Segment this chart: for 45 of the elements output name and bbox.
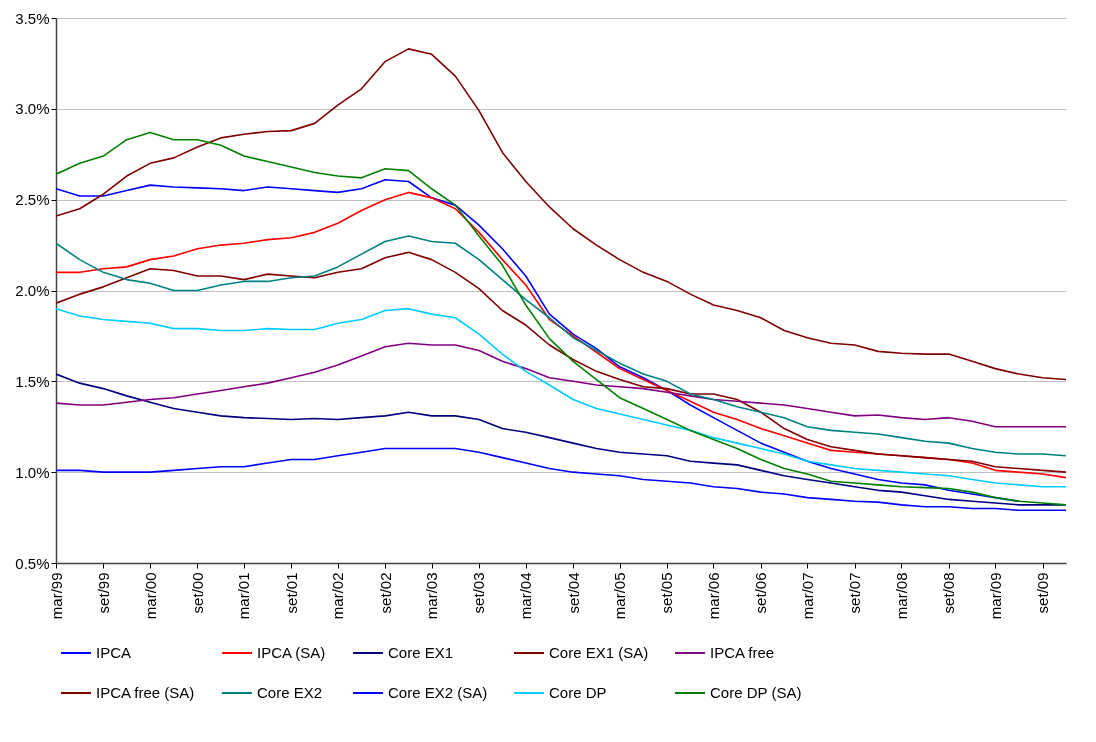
x-tick-label: mar/03 [423, 572, 441, 620]
legend-label: Core EX1 (SA) [549, 644, 649, 661]
x-tick-label: set/07 [846, 572, 864, 614]
line-series [56, 447, 1066, 512]
x-tick-label: set/09 [1034, 572, 1052, 614]
y-tick-label: 0.5% [15, 554, 50, 572]
x-tick-label: set/03 [470, 572, 488, 614]
legend-label: IPCA [96, 644, 132, 661]
y-tick-label: 2.5% [15, 191, 50, 209]
x-tick-label: mar/06 [704, 572, 722, 620]
x-tick-label: set/00 [188, 572, 206, 614]
legend-label: Core EX1 [388, 644, 454, 661]
line-series [56, 307, 1066, 488]
line-series [56, 373, 1066, 506]
legend-label: IPCA free (SA) [96, 684, 195, 701]
line-series [56, 48, 1066, 381]
legend-label: Core DP [549, 684, 607, 701]
line-series [56, 131, 1066, 506]
legend-label: IPCA free [710, 644, 775, 661]
x-tick-label: mar/09 [986, 572, 1004, 620]
legend-label: Core EX2 [257, 684, 323, 701]
y-tick-label: 3.5% [15, 9, 50, 27]
x-tick-label: mar/02 [329, 572, 347, 620]
x-tick-label: set/99 [94, 572, 112, 614]
x-tick-label: set/06 [752, 572, 770, 614]
y-tick-label: 2.0% [15, 282, 50, 299]
x-tick-label: set/05 [658, 572, 676, 614]
x-tick-label: mar/04 [517, 572, 535, 620]
line-series [56, 342, 1066, 428]
y-tick-label: 1.5% [15, 372, 50, 390]
x-tick-label: mar/00 [141, 572, 159, 620]
x-tick-label: set/04 [564, 572, 582, 614]
legend-label: Core EX2 (SA) [388, 684, 488, 701]
y-tick-label: 3.0% [15, 100, 50, 118]
x-tick-label: set/02 [376, 572, 394, 614]
x-tick-label: set/01 [282, 572, 300, 614]
legend-label: IPCA (SA) [257, 644, 326, 661]
x-tick-label: mar/01 [235, 572, 253, 620]
y-tick-label: 1.0% [15, 463, 50, 481]
x-tick-label: set/08 [940, 572, 958, 614]
x-tick-label: mar/05 [611, 572, 629, 620]
x-tick-label: mar/99 [47, 572, 65, 620]
x-tick-label: mar/08 [892, 572, 910, 620]
legend-label: Core DP (SA) [710, 684, 802, 701]
x-tick-label: mar/07 [798, 572, 816, 620]
